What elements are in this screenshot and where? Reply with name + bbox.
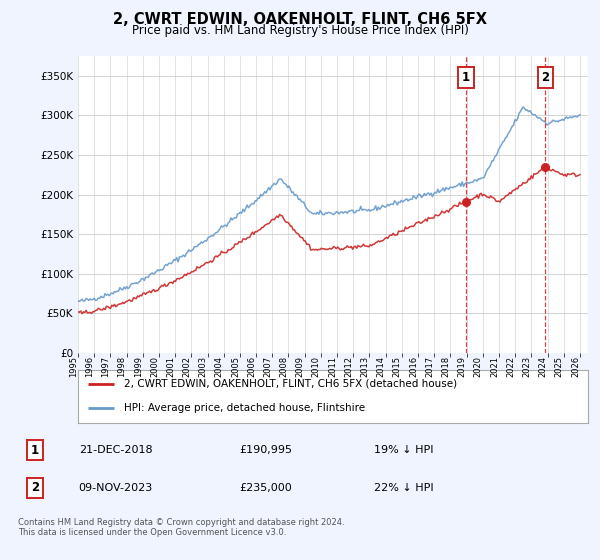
Text: 2020: 2020 [474, 356, 483, 376]
Text: Price paid vs. HM Land Registry's House Price Index (HPI): Price paid vs. HM Land Registry's House … [131, 24, 469, 37]
Text: 2008: 2008 [280, 356, 289, 377]
Text: 1999: 1999 [134, 356, 143, 376]
Text: 2026: 2026 [571, 356, 580, 377]
Text: 2023: 2023 [523, 356, 532, 377]
Text: 1: 1 [31, 444, 39, 457]
Text: 1998: 1998 [118, 356, 127, 377]
Text: 2025: 2025 [555, 356, 564, 376]
Text: 1995: 1995 [69, 356, 78, 376]
Text: 19% ↓ HPI: 19% ↓ HPI [374, 445, 433, 455]
Text: 2000: 2000 [150, 356, 159, 376]
Text: 2004: 2004 [215, 356, 224, 376]
Text: 2001: 2001 [166, 356, 175, 376]
Text: 2009: 2009 [296, 356, 305, 376]
Text: £235,000: £235,000 [239, 483, 292, 493]
Text: 2002: 2002 [182, 356, 191, 376]
Text: HPI: Average price, detached house, Flintshire: HPI: Average price, detached house, Flin… [124, 403, 365, 413]
Text: Contains HM Land Registry data © Crown copyright and database right 2024.
This d: Contains HM Land Registry data © Crown c… [18, 518, 344, 538]
Text: 2013: 2013 [361, 356, 370, 377]
Text: 21-DEC-2018: 21-DEC-2018 [79, 445, 152, 455]
Text: 2014: 2014 [377, 356, 386, 376]
Text: 2006: 2006 [247, 356, 256, 377]
Text: 2, CWRT EDWIN, OAKENHOLT, FLINT, CH6 5FX (detached house): 2, CWRT EDWIN, OAKENHOLT, FLINT, CH6 5FX… [124, 379, 457, 389]
Text: 2018: 2018 [442, 356, 451, 377]
Text: 22% ↓ HPI: 22% ↓ HPI [374, 483, 433, 493]
Text: 2015: 2015 [393, 356, 402, 376]
Text: 1996: 1996 [85, 356, 94, 377]
Text: 2010: 2010 [312, 356, 321, 376]
Text: 2, CWRT EDWIN, OAKENHOLT, FLINT, CH6 5FX: 2, CWRT EDWIN, OAKENHOLT, FLINT, CH6 5FX [113, 12, 487, 27]
Text: 1: 1 [462, 71, 470, 84]
Text: 2: 2 [541, 71, 550, 84]
Text: 2012: 2012 [344, 356, 353, 376]
Text: 2019: 2019 [458, 356, 467, 376]
Text: 2017: 2017 [425, 356, 434, 377]
Text: 2016: 2016 [409, 356, 418, 377]
Text: 2007: 2007 [263, 356, 272, 377]
Text: 2024: 2024 [539, 356, 548, 376]
Text: 2021: 2021 [490, 356, 499, 376]
Text: £190,995: £190,995 [239, 445, 292, 455]
Text: 1997: 1997 [101, 356, 110, 377]
Text: 2005: 2005 [231, 356, 240, 376]
Text: 09-NOV-2023: 09-NOV-2023 [79, 483, 153, 493]
Text: 2011: 2011 [328, 356, 337, 376]
Text: 2003: 2003 [199, 356, 208, 377]
Text: 2: 2 [31, 481, 39, 494]
Text: 2022: 2022 [506, 356, 515, 376]
